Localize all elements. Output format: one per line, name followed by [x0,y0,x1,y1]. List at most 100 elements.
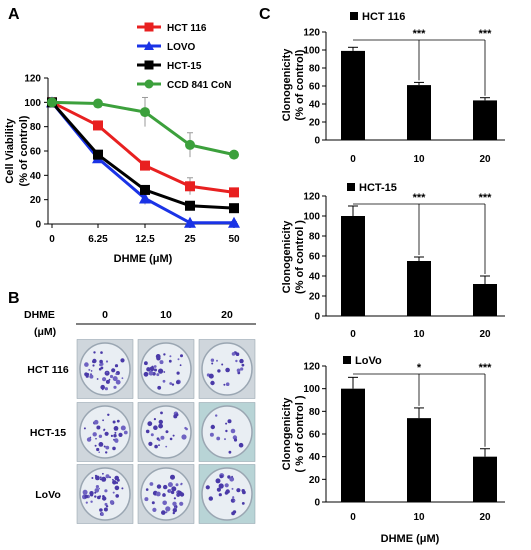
colony-dot [112,480,117,485]
colony-dot [205,485,210,490]
colony-dot [179,501,184,506]
colony-dot [90,493,94,497]
y-tick-label: 0 [314,312,320,323]
bar [341,50,365,140]
colony-dot [169,355,172,358]
significance-marker: *** [479,192,493,204]
colony-dot [223,383,226,386]
colony-dot [98,487,100,490]
colony-dot [154,368,157,372]
colony-dot [121,487,124,490]
y-tick-label: 20 [309,475,321,486]
colony-dot [149,482,154,486]
bar-chart-lovo: 0 20 40 60 80 100 120 0 10 20 Clonogenicity( % of … [281,355,505,545]
colony-dot [167,482,173,488]
colony-dot [158,419,163,425]
colony-dot [170,474,175,480]
colony-dot [98,451,100,454]
colony-dot [148,370,154,376]
colony-dot [156,484,162,489]
bar [407,261,431,316]
colony-dot [99,476,102,479]
colony-dot [86,437,92,442]
colony-dot [85,501,88,504]
colony-dot [225,367,230,373]
colony-dot [218,493,222,497]
y-axis-title-line2: (% of control ) [294,220,306,294]
colony-dot [112,446,116,451]
legend-swatch [343,356,351,364]
colony-dot [235,352,240,357]
colony-dot [173,497,176,500]
data-point [140,184,150,195]
colony-dot [231,475,234,478]
colony-dot [94,495,97,498]
y-tick-label: 40 [309,100,321,111]
colony-dot [114,485,120,491]
colony-dot [172,508,177,513]
colony-dot [83,427,86,430]
y-tick-label: 20 [30,195,42,206]
colony-dot [115,379,121,385]
y-tick-label: 100 [303,212,320,223]
legend-marker [144,79,154,89]
colony-dot [158,423,164,429]
colony-dot [104,489,108,493]
colony-dot [209,432,214,437]
colony-dot [169,437,173,441]
y-tick-label: 20 [309,292,321,303]
colony-dot [165,511,168,514]
colony-dot [177,358,180,361]
colony-dot [176,380,180,385]
colony-dot [96,378,99,380]
colony-dot [109,476,111,479]
legend-marker [144,22,154,32]
colony-dot [158,368,164,374]
colony-dot [109,500,114,505]
colony-dot [112,420,116,424]
colony-dot [153,365,157,368]
x-tick-label: 25 [184,234,196,245]
colony-dot [231,352,236,356]
colony-dot [224,438,226,441]
colony-dot [225,422,228,425]
colony-dot [90,370,93,372]
colony-dot [95,475,100,481]
colony-dot [103,507,108,512]
colony-dot [99,495,102,498]
colony-dot [114,431,117,434]
colony-dot [230,498,236,503]
significance-marker: *** [413,28,427,40]
colony-dot [105,360,109,363]
bar [407,85,431,140]
colony-dot [92,360,94,363]
legend-label: HCT-15 [167,61,202,72]
colony-dot [160,411,163,415]
legend-label: HCT-15 [359,182,397,194]
legend-label: HCT 116 [362,11,405,23]
colony-dot [165,506,171,512]
colony-dot [163,371,166,373]
colony-dot [103,428,106,431]
colony-dot [108,378,111,381]
x-tick-label: 0 [350,512,356,523]
x-tick-label: 10 [413,512,425,523]
colony-dot [175,483,179,487]
grid-header-dhme: DHME [24,309,55,321]
colony-dot [91,477,94,479]
significance-marker: *** [479,28,493,40]
colony-dot [149,366,155,372]
colony-dot [231,487,234,490]
colony-dot [172,501,177,506]
y-tick-label: 80 [309,407,321,418]
y-axis-title-line1: Clonogenicity [281,220,293,294]
data-point [93,149,103,160]
bar-chart-hct116: 0 20 40 60 80 100 120 0 10 20 Clonogenicity (% of c… [281,11,505,165]
x-tick-label: 10 [413,329,425,340]
colony-dot [215,478,221,484]
colony-dot [114,364,119,368]
colony-dot [216,436,221,441]
colony-dot [162,379,166,383]
colony-dot [98,367,102,371]
colony-dot [100,351,103,354]
